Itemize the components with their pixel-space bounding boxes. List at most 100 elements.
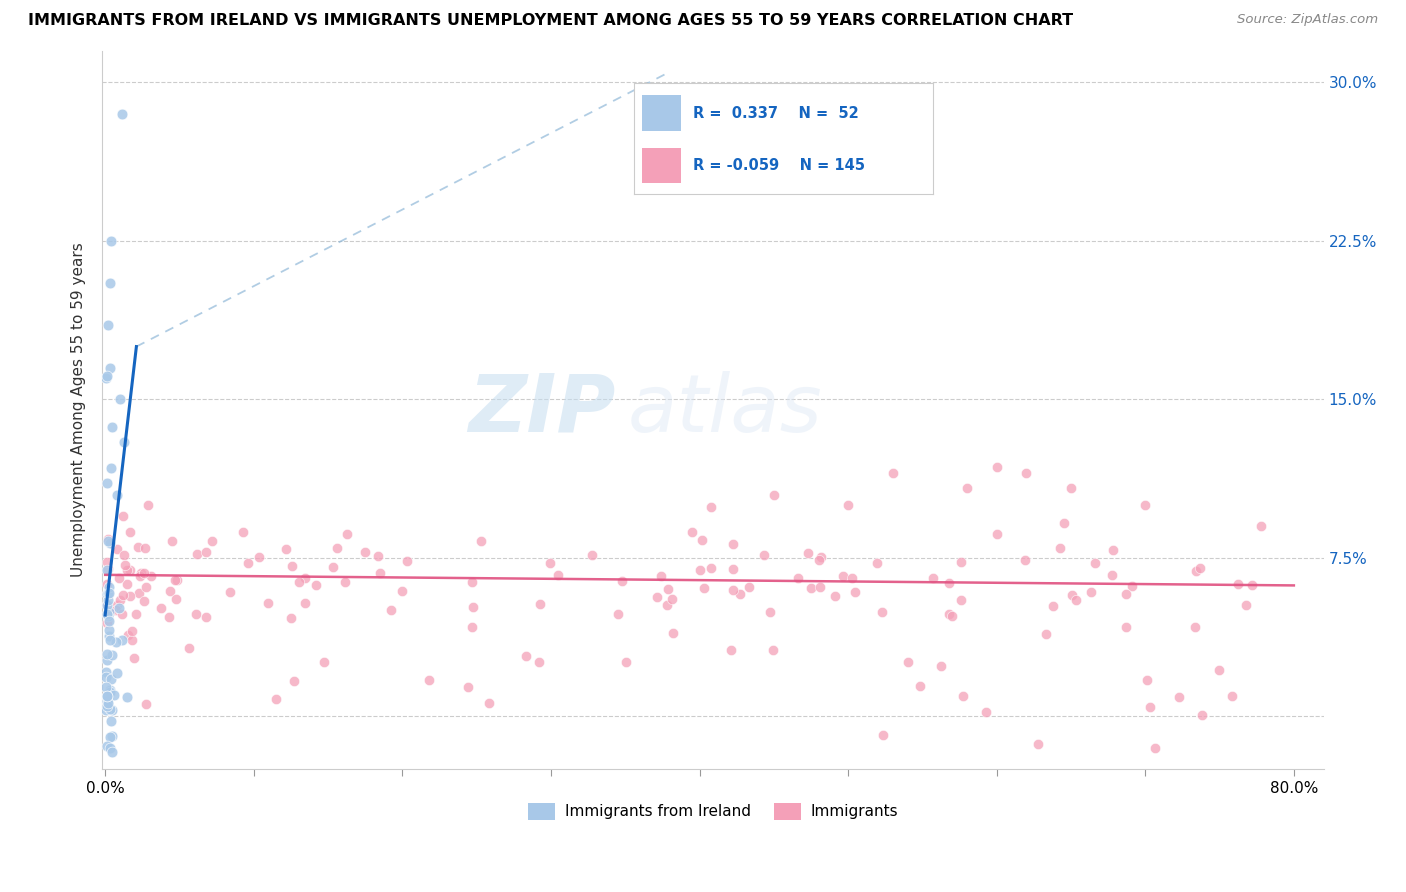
Point	[1121, 579, 1143, 593]
Point	[1191, 707, 1213, 722]
Point	[97, 623, 120, 637]
Point	[101, 703, 124, 717]
Point	[1014, 553, 1036, 567]
Point	[547, 568, 569, 582]
Point	[96, 555, 118, 569]
Point	[1080, 585, 1102, 599]
Point	[256, 596, 278, 610]
Point	[952, 689, 974, 703]
Point	[97, 629, 120, 643]
Point	[690, 533, 713, 547]
Point	[98, 684, 121, 698]
Point	[94, 681, 117, 695]
Point	[681, 525, 703, 540]
Point	[1042, 599, 1064, 613]
Point	[882, 467, 904, 481]
Point	[97, 592, 120, 607]
Point	[872, 606, 894, 620]
Point	[232, 524, 254, 539]
Point	[97, 562, 120, 576]
Point	[108, 392, 131, 407]
Point	[111, 588, 134, 602]
Point	[762, 487, 785, 501]
Point	[120, 525, 142, 540]
Point	[121, 624, 143, 639]
Point	[165, 591, 187, 606]
Point	[100, 604, 122, 618]
Point	[527, 655, 550, 669]
Point	[118, 589, 141, 603]
Point	[1240, 578, 1263, 592]
Point	[98, 360, 121, 375]
Point	[1184, 620, 1206, 634]
Point	[515, 648, 537, 663]
Point	[538, 556, 561, 570]
Point	[478, 696, 501, 710]
Point	[103, 689, 125, 703]
Point	[139, 569, 162, 583]
Point	[1135, 498, 1157, 512]
Point	[96, 616, 118, 631]
Point	[657, 582, 679, 596]
Point	[96, 699, 118, 714]
Point	[97, 586, 120, 600]
Point	[97, 532, 120, 546]
Point	[100, 714, 122, 728]
Point	[159, 584, 181, 599]
Point	[938, 575, 960, 590]
Point	[96, 694, 118, 708]
Point	[114, 434, 136, 449]
Point	[96, 597, 118, 611]
Point	[100, 672, 122, 686]
Point	[872, 728, 894, 742]
Point	[938, 607, 960, 622]
Text: ZIP: ZIP	[468, 371, 616, 449]
Point	[96, 739, 118, 754]
Point	[97, 533, 120, 548]
Point	[96, 653, 118, 667]
Point	[807, 553, 830, 567]
Point	[908, 680, 931, 694]
Point	[844, 585, 866, 599]
Point	[288, 574, 311, 589]
Point	[529, 597, 551, 611]
Point	[97, 605, 120, 619]
Point	[1185, 564, 1208, 578]
Point	[1026, 737, 1049, 751]
Point	[134, 594, 156, 608]
Point	[276, 542, 298, 557]
Point	[96, 598, 118, 612]
Point	[1015, 467, 1038, 481]
Point	[461, 620, 484, 634]
Point	[184, 607, 207, 622]
Point	[101, 648, 124, 662]
Point	[280, 611, 302, 625]
Point	[1227, 576, 1250, 591]
Point	[1144, 740, 1167, 755]
Point	[1115, 587, 1137, 601]
Point	[163, 573, 186, 587]
Point	[457, 680, 479, 694]
Point	[368, 566, 391, 581]
Point	[264, 691, 287, 706]
Point	[247, 549, 270, 564]
Point	[120, 563, 142, 577]
Point	[98, 740, 121, 755]
Point	[96, 689, 118, 703]
Point	[108, 571, 131, 585]
Point	[762, 643, 785, 657]
Point	[645, 590, 668, 604]
Point	[135, 580, 157, 594]
Point	[100, 461, 122, 475]
Point	[117, 690, 139, 704]
Point	[97, 580, 120, 594]
Point	[787, 571, 810, 585]
Point	[810, 550, 832, 565]
Point	[759, 605, 782, 619]
Point	[950, 592, 973, 607]
Point	[949, 556, 972, 570]
Point	[929, 659, 952, 673]
Point	[322, 559, 344, 574]
Point	[101, 420, 124, 434]
Point	[612, 574, 634, 588]
